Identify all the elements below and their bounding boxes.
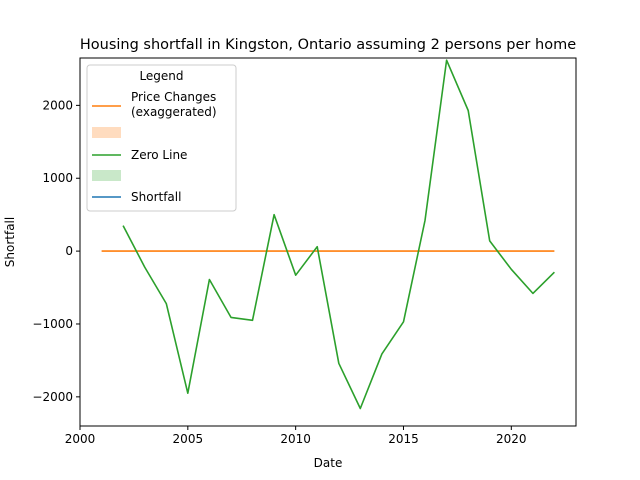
legend-swatch-patch [92, 127, 121, 138]
x-axis: 2000 2005 2010 2015 2020 [65, 426, 527, 446]
legend-label: Shortfall [131, 190, 181, 204]
y-axis: −2000 −1000 0 1000 2000 [32, 98, 80, 404]
plot-frame [79, 57, 577, 427]
legend-title: Legend [139, 69, 183, 83]
y-tick-label: 2000 [42, 98, 73, 112]
y-axis-label: Shortfall [3, 217, 17, 267]
x-axis-label: Date [314, 456, 343, 470]
legend-swatch-patch [92, 170, 121, 181]
y-tick-label: 0 [65, 244, 73, 258]
legend: Legend Price Changes (exaggerated) Zero Lin… [86, 64, 237, 212]
y-tick-label: −1000 [32, 317, 73, 331]
legend-box [86, 64, 237, 212]
x-tick-label: 2000 [65, 432, 96, 446]
x-tick-label: 2020 [496, 432, 527, 446]
legend-label: Zero Line [131, 148, 187, 162]
x-tick-label: 2015 [388, 432, 419, 446]
x-tick-label: 2010 [280, 432, 311, 446]
series-line-1 [122, 59, 555, 410]
x-tick-label: 2005 [173, 432, 204, 446]
y-tick-label: −2000 [32, 390, 73, 404]
chart-title: Housing shortfall in Kingston, Ontario a… [80, 37, 576, 53]
y-tick-label: 1000 [42, 171, 73, 185]
legend-label: Price Changes (exaggerated) [131, 90, 217, 119]
series-layer [101, 59, 555, 410]
